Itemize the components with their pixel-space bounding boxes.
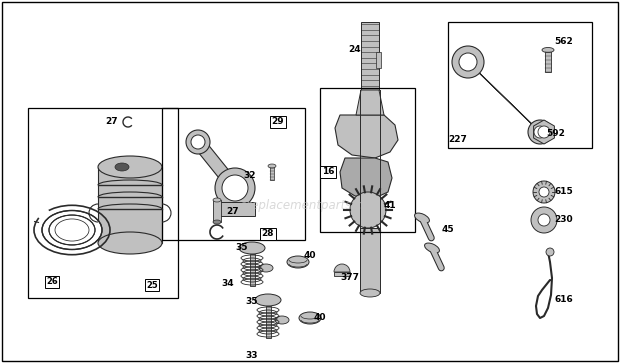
Circle shape <box>528 120 552 144</box>
Text: 27: 27 <box>105 118 118 126</box>
Bar <box>213 200 221 222</box>
Circle shape <box>186 130 210 154</box>
Circle shape <box>538 214 550 226</box>
Text: 28: 28 <box>262 229 274 238</box>
Text: 592: 592 <box>547 130 565 139</box>
Text: 35: 35 <box>236 244 248 253</box>
Polygon shape <box>356 90 384 115</box>
Ellipse shape <box>213 220 221 224</box>
Circle shape <box>546 248 554 256</box>
Circle shape <box>215 168 255 208</box>
Ellipse shape <box>415 213 430 223</box>
Ellipse shape <box>98 232 162 254</box>
Ellipse shape <box>275 316 289 324</box>
Text: 377: 377 <box>340 273 360 282</box>
Ellipse shape <box>239 242 265 254</box>
Ellipse shape <box>98 156 162 178</box>
Bar <box>448 22 592 148</box>
Circle shape <box>534 126 546 138</box>
Text: 26: 26 <box>46 277 58 286</box>
Ellipse shape <box>42 211 102 249</box>
Circle shape <box>222 175 248 201</box>
Bar <box>334 272 350 276</box>
Bar <box>265 306 270 338</box>
Text: 35: 35 <box>246 298 259 306</box>
Ellipse shape <box>255 294 281 306</box>
Bar <box>249 254 254 286</box>
Text: 25: 25 <box>146 281 158 290</box>
Circle shape <box>459 53 477 71</box>
Ellipse shape <box>49 215 95 245</box>
Circle shape <box>452 46 484 78</box>
Polygon shape <box>464 58 544 136</box>
Text: 27: 27 <box>227 208 239 216</box>
Bar <box>376 52 381 68</box>
Ellipse shape <box>268 164 276 168</box>
Text: 616: 616 <box>555 295 574 305</box>
Text: 45: 45 <box>441 225 454 234</box>
Bar <box>361 22 379 90</box>
Text: ereplacementparts.com: ereplacementparts.com <box>239 199 381 212</box>
Text: 29: 29 <box>272 118 285 126</box>
Bar <box>162 108 305 240</box>
Text: 562: 562 <box>555 37 574 46</box>
Circle shape <box>538 126 550 138</box>
Wedge shape <box>334 264 350 272</box>
Circle shape <box>533 181 555 203</box>
Text: 227: 227 <box>448 135 467 144</box>
Ellipse shape <box>115 163 129 171</box>
Circle shape <box>191 135 205 149</box>
Bar <box>360 228 380 293</box>
Polygon shape <box>340 158 392 198</box>
Text: 40: 40 <box>304 250 316 260</box>
Text: 16: 16 <box>322 167 334 176</box>
Text: 34: 34 <box>222 280 234 289</box>
Ellipse shape <box>287 256 309 268</box>
Text: 33: 33 <box>246 351 259 359</box>
Ellipse shape <box>360 289 380 297</box>
Text: 615: 615 <box>555 188 574 196</box>
Circle shape <box>350 192 386 228</box>
Ellipse shape <box>213 198 221 202</box>
Ellipse shape <box>425 243 440 253</box>
Bar <box>215 202 255 216</box>
Bar <box>320 88 415 232</box>
Bar <box>545 50 551 72</box>
Text: 230: 230 <box>555 216 574 224</box>
Ellipse shape <box>542 48 554 53</box>
Text: 24: 24 <box>348 45 361 54</box>
Bar <box>270 166 274 180</box>
Bar <box>28 108 178 298</box>
Text: 32: 32 <box>244 171 256 179</box>
Circle shape <box>531 207 557 233</box>
Text: 40: 40 <box>314 314 326 322</box>
Circle shape <box>539 187 549 197</box>
Text: 41: 41 <box>384 200 396 209</box>
Polygon shape <box>190 142 243 188</box>
Ellipse shape <box>55 219 89 241</box>
Ellipse shape <box>259 264 273 272</box>
Polygon shape <box>335 115 398 158</box>
Ellipse shape <box>299 312 321 324</box>
Bar <box>98 167 162 243</box>
